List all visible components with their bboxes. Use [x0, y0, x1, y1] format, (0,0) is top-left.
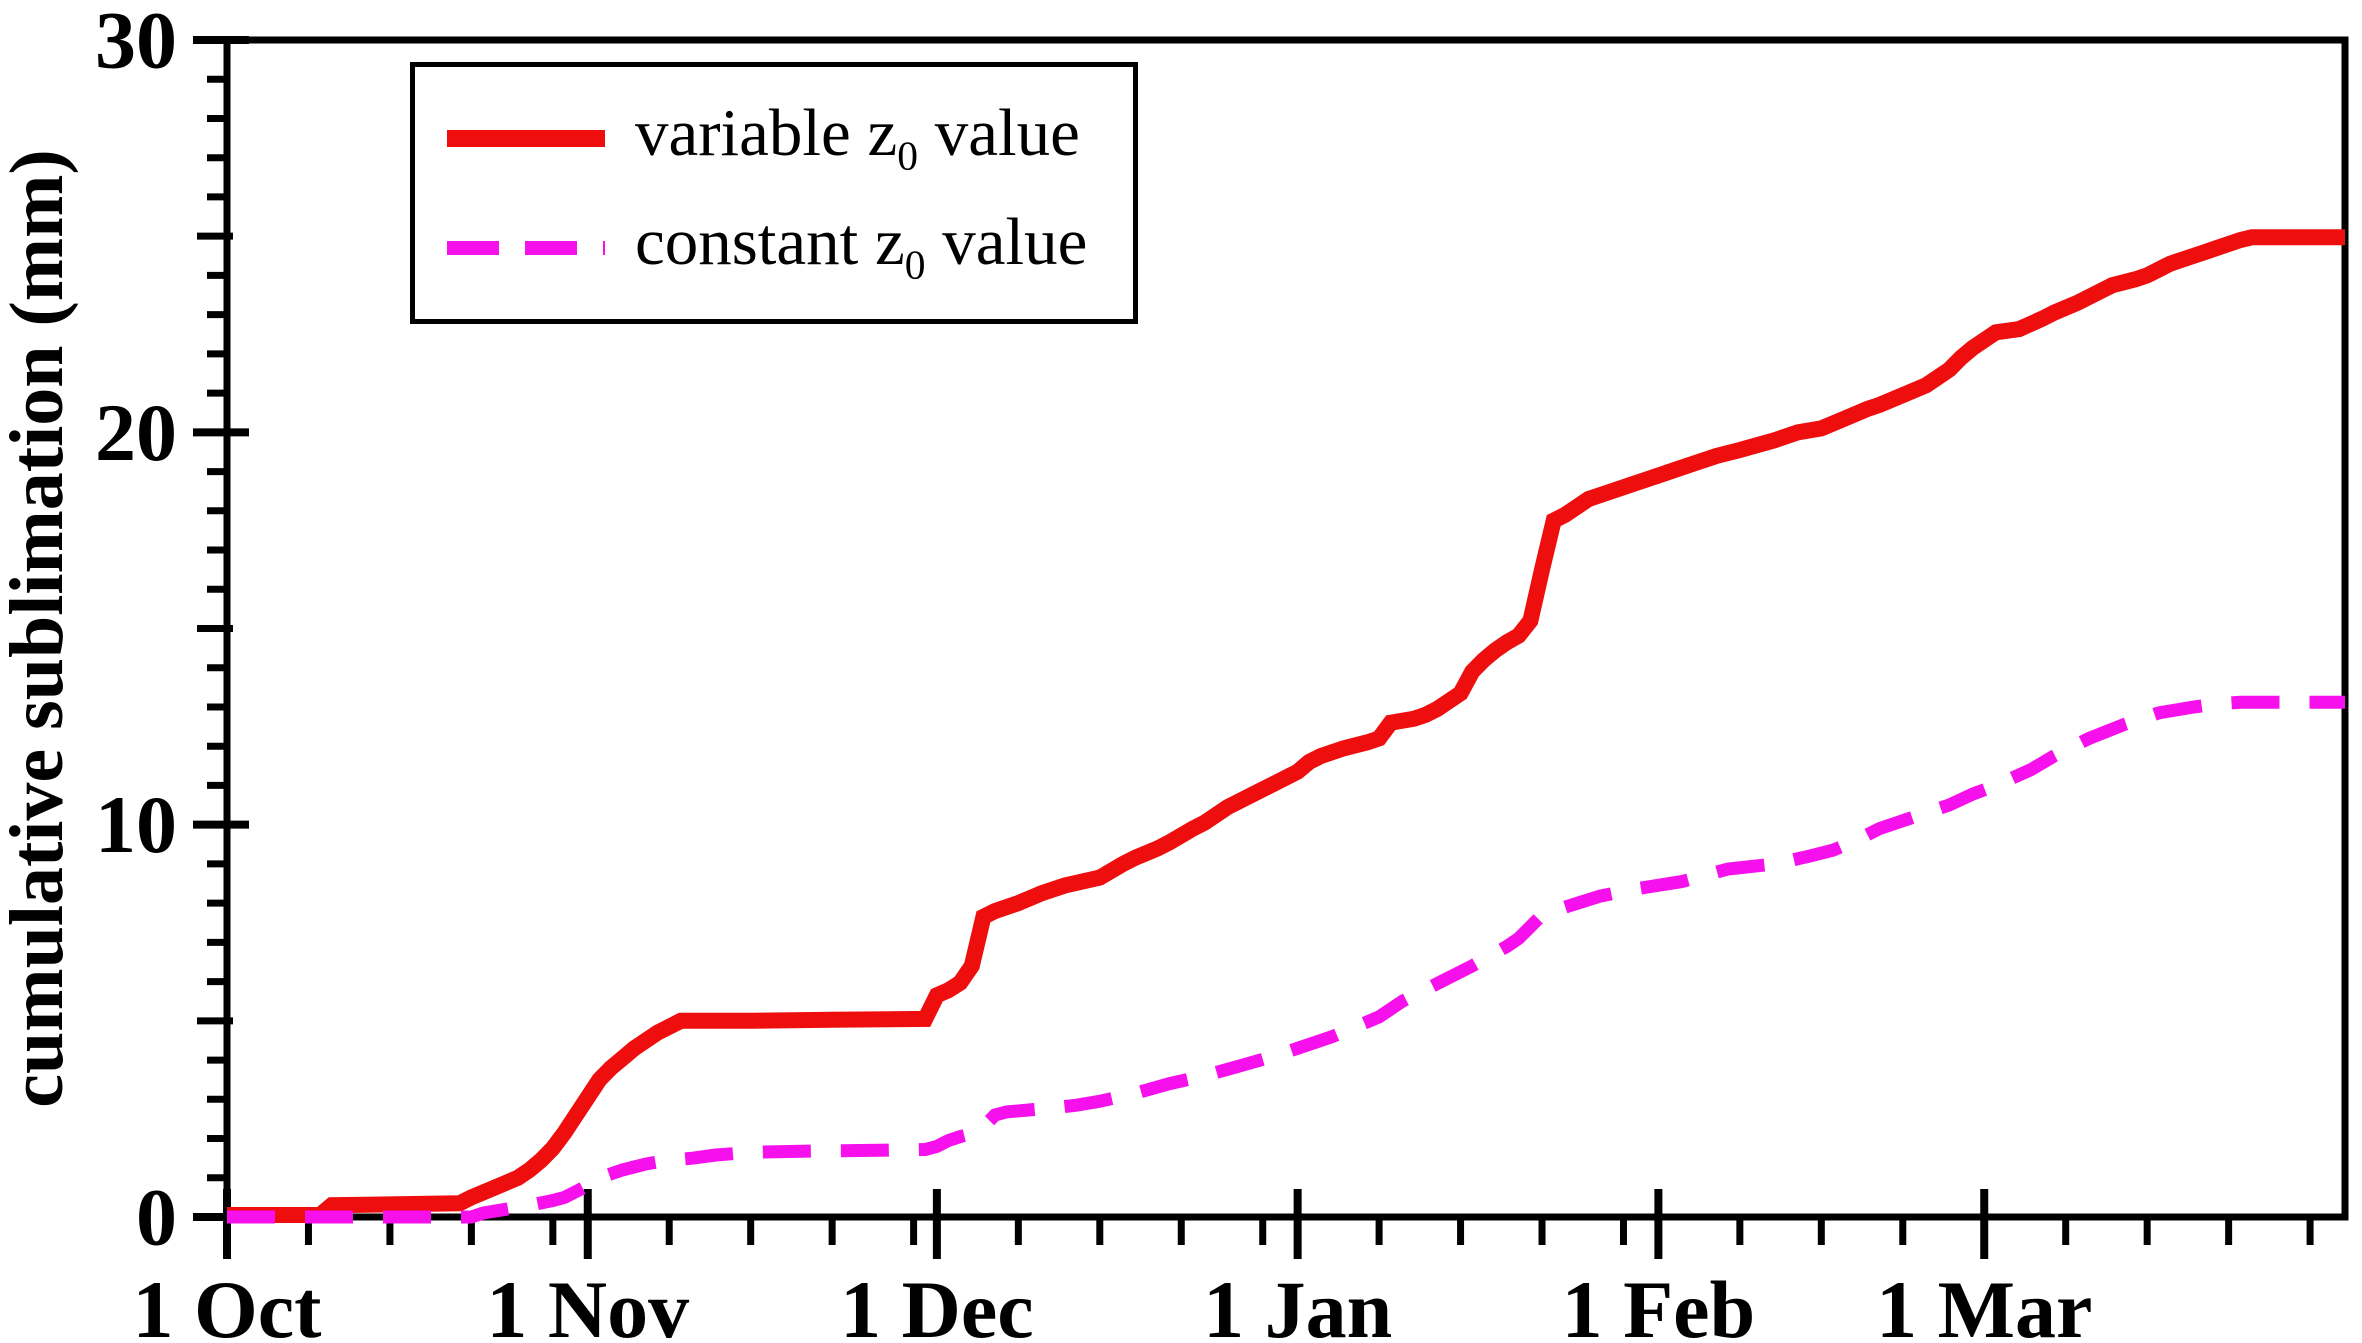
y-tick-label: 10	[95, 779, 177, 870]
legend-label-constant: constant z0 value	[635, 205, 1088, 288]
legend-line-sample-constant	[447, 240, 605, 255]
legend-item-variable-z0: variable z0 value	[415, 95, 1133, 179]
x-tick-label: 1 Oct	[133, 1264, 322, 1343]
y-tick-label: 30	[95, 0, 177, 86]
legend-item-constant-z0: constant z0 value	[415, 209, 1133, 286]
x-tick-label: 1 Feb	[1562, 1264, 1756, 1343]
legend-label-variable: variable z0 value	[635, 95, 1080, 179]
x-tick-label: 1 Jan	[1203, 1264, 1392, 1343]
y-tick-label: 0	[136, 1172, 177, 1263]
series-constant-z0	[227, 695, 2345, 1224]
x-tick-label: 1 Mar	[1876, 1264, 2092, 1343]
x-axis: 1 Oct 1 Nov 1 Dec 1 Jan 1 Feb 1 Mar	[133, 1189, 2314, 1343]
y-axis: 0 10 20 30	[95, 0, 249, 1263]
legend: variable z0 value constant z0 value	[410, 62, 1138, 324]
legend-line-sample-variable	[447, 129, 605, 147]
y-tick-label: 20	[95, 387, 177, 478]
x-tick-label: 1 Nov	[486, 1264, 689, 1343]
x-tick-label: 1 Dec	[840, 1264, 1034, 1343]
y-axis-title: cumulative sublimation (mm)	[0, 149, 79, 1107]
series-variable-z0	[227, 229, 2345, 1223]
